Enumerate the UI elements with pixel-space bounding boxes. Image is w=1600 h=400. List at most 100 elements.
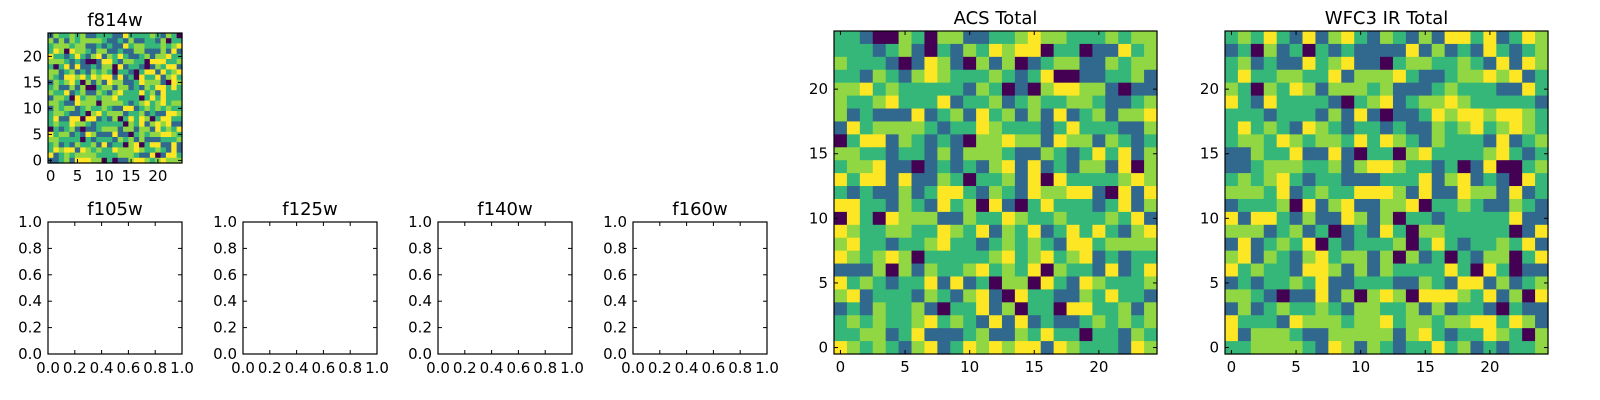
wfc3-ir-total-cell — [1496, 56, 1510, 71]
f814w-cell — [128, 90, 135, 96]
acs-total-cell — [976, 276, 990, 290]
f814w-cell — [85, 90, 92, 96]
f160w-ytick-label: 0.6 — [603, 266, 627, 284]
wfc3-ir-total-cell — [1302, 43, 1317, 58]
f814w-cell — [117, 33, 124, 39]
f814w-cell — [171, 53, 178, 60]
wfc3-ir-total-cell — [1470, 186, 1484, 200]
f814w-cell — [58, 157, 65, 164]
wfc3-ir-total-cell — [1470, 56, 1484, 71]
acs-total-cell — [1144, 31, 1158, 45]
acs-total-cell — [885, 160, 900, 174]
wfc3-ir-total-cell — [1367, 198, 1381, 213]
acs-total-cell — [989, 302, 1003, 316]
wfc3-ir-total-cell — [1444, 147, 1459, 161]
f814w-cell — [53, 48, 60, 55]
acs-total-frame — [833, 30, 1158, 355]
acs-total-cell — [937, 186, 951, 200]
f814w-cell — [101, 79, 108, 86]
acs-total-cell — [1014, 289, 1029, 303]
acs-total-cell — [1014, 95, 1029, 110]
acs-total-xtick-label: 15 — [1025, 358, 1044, 376]
f814w-cell — [144, 43, 151, 50]
f125w-ytick-label: 0.6 — [213, 266, 237, 284]
acs-total-cell — [834, 302, 848, 316]
f814w-cell — [58, 64, 65, 70]
acs-total-cell — [1144, 263, 1158, 278]
acs-total-cell — [1001, 134, 1016, 148]
acs-total-cell — [1066, 315, 1081, 329]
f814w-cell — [53, 131, 60, 138]
wfc3-ir-total-cell — [1225, 315, 1239, 329]
wfc3-ir-total-cell — [1496, 121, 1510, 135]
wfc3-ir-total-cell — [1522, 289, 1536, 303]
f814w-ytick-label: 10 — [23, 99, 42, 117]
acs-total-cell — [846, 121, 861, 135]
wfc3-ir-total-title: WFC3 IR Total — [1325, 8, 1448, 29]
acs-total-cell — [937, 108, 951, 123]
f814w-cell — [144, 100, 151, 107]
acs-total-cell — [963, 173, 977, 187]
acs-total-cell — [937, 302, 951, 316]
wfc3-ir-total-cell — [1328, 237, 1342, 252]
wfc3-ir-total-cell — [1457, 56, 1472, 71]
wfc3-ir-total-cell — [1367, 328, 1381, 342]
acs-total-cell — [1144, 108, 1158, 123]
f814w-cell — [90, 100, 97, 107]
f814w-cell — [149, 74, 156, 81]
f160w-xtick-label: 0.0 — [621, 359, 645, 377]
acs-total-cell — [989, 328, 1003, 342]
wfc3-ir-total-cell — [1328, 289, 1342, 303]
f814w-cell — [144, 69, 151, 76]
f814w-cell — [123, 121, 129, 128]
acs-total-cell — [1079, 43, 1093, 58]
wfc3-ir-total-cell — [1483, 134, 1497, 148]
f814w-cell — [165, 95, 172, 102]
wfc3-ir-total-cell — [1367, 289, 1381, 303]
f814w-cell — [133, 53, 140, 60]
wfc3-ir-total-cell — [1522, 108, 1536, 123]
acs-total-cell — [1131, 95, 1145, 110]
acs-total-cell — [1079, 263, 1093, 278]
wfc3-ir-total-cell — [1263, 211, 1278, 226]
acs-total-cell — [885, 31, 900, 45]
acs-total-cell — [1001, 121, 1016, 135]
f125w-ytick-label: 0.2 — [213, 319, 237, 337]
f814w-cell — [90, 85, 97, 91]
wfc3-ir-total-cell — [1315, 69, 1329, 84]
f814w-cell — [133, 95, 140, 102]
acs-total-cell — [911, 186, 926, 200]
wfc3-ir-total-cell — [1470, 263, 1484, 278]
wfc3-ir-total-cell — [1289, 263, 1304, 278]
f814w-cell — [96, 64, 103, 70]
wfc3-ir-total-cell — [1405, 121, 1420, 135]
acs-total-cell — [976, 328, 990, 342]
acs-total-cell — [1105, 250, 1119, 265]
f814w-cell — [85, 48, 92, 55]
wfc3-ir-total-cell — [1276, 289, 1291, 303]
f814w-cell — [144, 95, 151, 102]
f814w-cell — [155, 95, 162, 102]
f814w-cell — [160, 53, 167, 60]
acs-total-cell — [924, 69, 938, 84]
acs-total-cell — [1131, 31, 1145, 45]
wfc3-ir-total-cell — [1431, 134, 1446, 148]
acs-total-cell — [1118, 211, 1132, 226]
acs-total-cell — [1118, 108, 1132, 123]
acs-total-cell — [1131, 276, 1145, 290]
acs-total-xtick-label: 0 — [836, 358, 846, 376]
acs-total-cell — [1014, 134, 1029, 148]
wfc3-ir-total-cell — [1470, 250, 1484, 265]
wfc3-ir-total-cell — [1250, 95, 1265, 110]
wfc3-ir-total-cell — [1405, 43, 1420, 58]
f814w-cell — [80, 137, 87, 143]
wfc3-ir-total-cell — [1289, 341, 1304, 355]
f814w-cell — [64, 33, 71, 39]
acs-total-cell — [1118, 31, 1132, 45]
wfc3-ir-total-cell — [1535, 250, 1549, 265]
wfc3-ir-total-cell — [1483, 237, 1497, 252]
wfc3-ir-total-cell — [1354, 341, 1368, 355]
acs-total-cell — [1092, 134, 1106, 148]
wfc3-ir-total-cell — [1405, 134, 1420, 148]
f814w-cell — [139, 43, 146, 50]
